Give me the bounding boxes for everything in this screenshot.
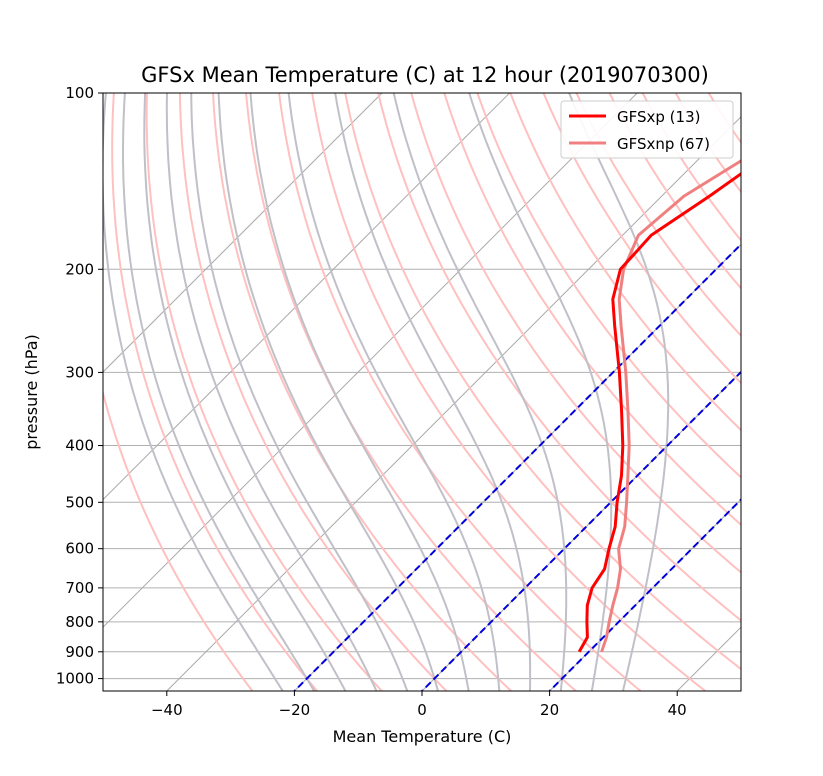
y-tick-label-200: 200 — [65, 260, 94, 278]
y-tick-label-300: 300 — [65, 363, 94, 381]
dry-adiabat-190 — [792, 71, 823, 699]
moist-adiabat--5 — [190, 93, 409, 691]
x-tick-label-20: 20 — [540, 701, 559, 719]
data-series — [577, 159, 741, 653]
dry-adiabat-50 — [344, 93, 741, 671]
dry-adiabat-140 — [641, 93, 741, 242]
moist-adiabat--25 — [103, 93, 284, 691]
moist-adiabat--10 — [165, 93, 378, 691]
dry-adiabat-40 — [311, 93, 707, 691]
x-axis-ticks: −40 −20 0 20 40 — [151, 691, 687, 719]
isotherm-20 — [548, 498, 741, 691]
isotherm--80 — [103, 93, 511, 501]
moist-adiabats — [103, 93, 670, 691]
moist-adiabat-5 — [249, 93, 470, 691]
y-tick-label-500: 500 — [65, 493, 94, 511]
x-tick-label--40: −40 — [151, 701, 183, 719]
moist-adiabat-10 — [287, 93, 501, 691]
moist-adiabat-20 — [392, 93, 568, 691]
isotherm-60 — [793, 52, 823, 703]
y-tick-label-100: 100 — [65, 84, 94, 102]
dry-adiabat-90 — [476, 93, 741, 479]
dry-adiabat--20 — [111, 93, 319, 691]
dry-adiabat-0 — [178, 93, 448, 691]
y-tick-label-400: 400 — [65, 437, 94, 455]
chart-title: GFSx Mean Temperature (C) at 12 hour (20… — [141, 63, 709, 87]
moist-adiabat-30 — [568, 93, 670, 691]
legend-label-gfsxnp: GFSxnp (67) — [617, 135, 710, 153]
isotherm--100 — [103, 93, 383, 373]
dry-adiabat--10 — [145, 93, 384, 691]
dry-adiabat-60 — [377, 93, 741, 622]
dry-adiabat-70 — [410, 93, 741, 574]
series-line-gfsxnp-67- — [600, 159, 741, 653]
moist-adiabat--15 — [143, 93, 347, 691]
isotherm--60 — [103, 93, 638, 628]
dry-adiabat-130 — [608, 93, 741, 290]
dry-adiabat--30 — [103, 389, 254, 691]
y-tick-label-600: 600 — [65, 540, 94, 558]
x-tick-label--20: −20 — [279, 701, 311, 719]
dry-adiabat-150 — [674, 93, 741, 194]
moist-adiabat-0 — [217, 93, 440, 691]
dry-adiabat-10 — [212, 93, 513, 691]
plot-area — [103, 52, 823, 703]
y-axis-label: pressure (hPa) — [22, 334, 41, 450]
moist-adiabat-15 — [334, 93, 532, 691]
dry-adiabat-30 — [278, 93, 643, 691]
legend-label-gfsxp: GFSxp (13) — [617, 108, 700, 126]
x-axis-label: Mean Temperature (C) — [333, 727, 512, 746]
y-axis-ticks: 1000 900 800 700 600 500 400 300 200 100 — [56, 84, 103, 688]
dry-adiabat-100 — [509, 93, 741, 432]
dry-adiabat-170 — [740, 93, 741, 94]
isotherm--40 — [166, 116, 741, 691]
dry-adiabat-180 — [760, 71, 823, 699]
series-line-gfsxp-13- — [577, 171, 741, 653]
y-tick-label-900: 900 — [65, 643, 94, 661]
dry-adiabat-110 — [542, 93, 741, 385]
moist-adiabat--20 — [122, 93, 316, 691]
dry-adiabat-120 — [575, 93, 741, 338]
legend: GFSxp (13) GFSxnp (67) — [560, 100, 734, 159]
plot-frame — [102, 92, 742, 692]
isotherm--20 — [293, 243, 741, 691]
dry-adiabats — [103, 71, 823, 699]
x-tick-label-40: 40 — [668, 701, 687, 719]
y-tick-label-1000: 1000 — [56, 670, 94, 688]
y-tick-label-800: 800 — [65, 613, 94, 631]
y-tick-label-700: 700 — [65, 579, 94, 597]
x-tick-label-0: 0 — [417, 701, 427, 719]
dry-adiabat-80 — [443, 93, 741, 527]
dry-adiabat-160 — [707, 93, 741, 145]
